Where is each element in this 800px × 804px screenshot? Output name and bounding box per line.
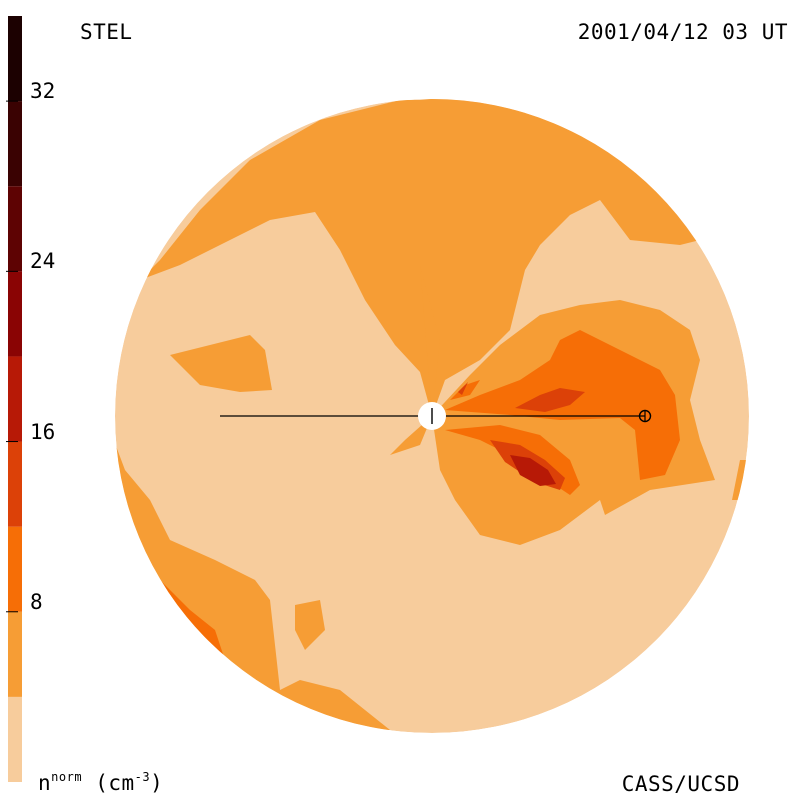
- colorbar-tick-label-2: 24: [30, 249, 56, 274]
- level-region-1g: [295, 600, 325, 650]
- level-region-1f: [115, 430, 390, 730]
- colorbar-tick-label-1: 16: [30, 419, 56, 444]
- level-region-3c: [458, 382, 468, 395]
- colorbar-segment-5: [8, 271, 22, 357]
- colorbar-segment-1: [8, 611, 22, 697]
- institution-label: CASS/UCSD: [621, 772, 740, 796]
- colorbar-segment-4: [8, 356, 22, 442]
- level-region-2d: [450, 380, 480, 400]
- colorbar-segment-6: [8, 186, 22, 272]
- unit-close: ): [150, 771, 164, 795]
- colorbar-tick-label-3: 32: [30, 79, 56, 104]
- level-region-4: [510, 455, 556, 486]
- colorbar-segment-3: [8, 441, 22, 527]
- colorbar-tick-label-0: 8: [30, 589, 43, 614]
- colorbar-segment-0: [8, 696, 22, 782]
- level-region-1d: [432, 300, 715, 545]
- unit-base: n: [38, 771, 52, 795]
- colorbar-segment-2: [8, 526, 22, 612]
- colorbar-unit-label: nnorm (cm-3): [38, 771, 163, 794]
- observatory-label: STEL: [80, 20, 133, 44]
- unit-tail: (cm: [95, 771, 135, 795]
- level-region-1b: [420, 265, 440, 416]
- unit-superscript: norm: [51, 770, 83, 784]
- level-region-3: [515, 388, 585, 412]
- colorbar-segment-7: [8, 101, 22, 187]
- level-region-1e: [390, 416, 432, 455]
- level-region-1: [140, 99, 700, 416]
- colorbar-segment-8: [8, 16, 22, 102]
- colorbar: [6, 16, 22, 782]
- level-region-1c: [170, 335, 272, 392]
- datetime-label: 2001/04/12 03 UT: [577, 20, 788, 44]
- unit-exponent: -3: [134, 770, 151, 784]
